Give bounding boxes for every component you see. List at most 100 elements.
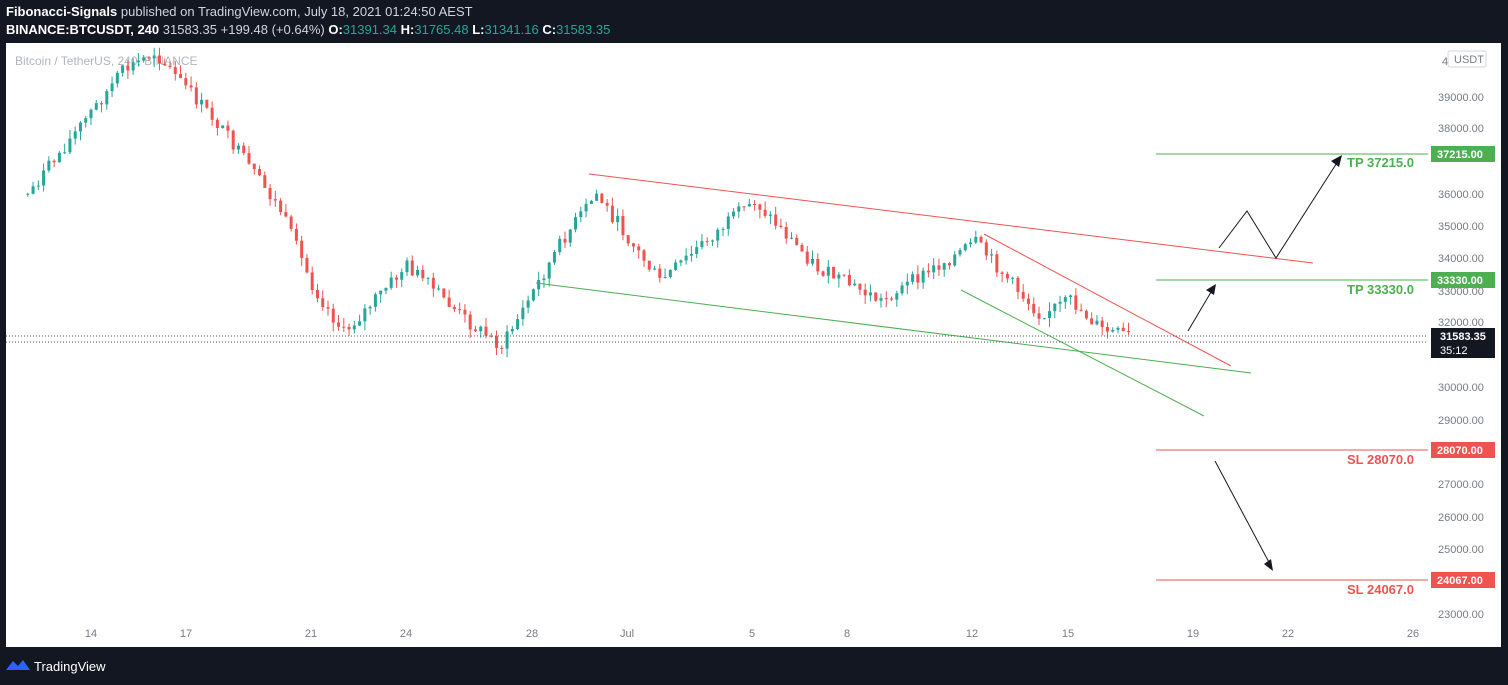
candle-body (1116, 327, 1120, 330)
candle-body (200, 99, 204, 105)
projection-zigzag-arrow[interactable] (1218, 157, 1341, 259)
candle-body (1063, 297, 1067, 302)
candle-body (942, 263, 946, 270)
chart-area[interactable]: Bitcoin / TetherUS, 240, BINANCE TP 3721… (6, 43, 1501, 647)
candles-layer (26, 47, 1131, 358)
date-tick: Jul (620, 628, 634, 640)
candle-body (710, 240, 714, 242)
candle-body (1105, 326, 1109, 332)
sl2-badge-text: 24067.00 (1437, 575, 1483, 587)
candle-body (315, 289, 319, 299)
candle-body (732, 211, 736, 217)
currency-badge-box[interactable] (1447, 50, 1487, 68)
currency-badge: USDT (1454, 54, 1484, 66)
candle-body (574, 217, 578, 230)
candle-body (247, 153, 251, 164)
up-arrowhead-icon (1206, 284, 1216, 295)
candle-body (916, 274, 920, 283)
date-tick: 28 (526, 628, 538, 640)
candle-body (789, 237, 793, 239)
candle-body (47, 160, 51, 171)
candle-body (510, 329, 514, 332)
time-axis[interactable]: 14 17 21 24 28 Jul 5 8 12 15 19 22 26 (85, 628, 1419, 640)
candle-body (779, 225, 783, 228)
wedge-lower-line[interactable] (960, 289, 1205, 417)
candle-body (1074, 295, 1078, 310)
candle-body (458, 309, 462, 311)
candle-body (1095, 320, 1099, 325)
candle-body (726, 216, 730, 229)
candle-body (416, 270, 420, 276)
candle-body (121, 65, 125, 73)
candle-body (600, 193, 604, 203)
candle-body (747, 203, 751, 207)
date-tick: 14 (85, 628, 97, 640)
candle-body (921, 270, 925, 283)
candle-body (126, 65, 130, 71)
candle-body (863, 289, 867, 296)
candle-body (984, 242, 988, 256)
published-text: published on TradingView.com, July 18, 2… (120, 4, 473, 19)
candle-body (932, 265, 936, 273)
author-name[interactable]: Fibonacci-Signals (6, 4, 118, 19)
candle-body (531, 289, 535, 301)
close-label: C: (542, 22, 557, 37)
candle-body (94, 103, 98, 110)
drawings-layer[interactable]: TP 37215.0 TP 33330.0 SL 28070.0 SL 2406… (535, 153, 1428, 597)
lower-trendline[interactable] (535, 282, 1252, 374)
tp2-price-badge[interactable] (1431, 272, 1495, 288)
candle-body (821, 271, 825, 276)
candle-body (31, 186, 35, 194)
candle-body (273, 199, 277, 201)
candle-body (447, 297, 451, 307)
candle-body (674, 262, 678, 270)
breakdown-down-arrow[interactable] (1214, 460, 1273, 569)
candle-body (811, 258, 815, 264)
candle-body (842, 274, 846, 276)
price-change: +199.48 (+0.64%) (220, 22, 325, 37)
date-tick: 22 (1282, 628, 1294, 640)
candle-body (874, 292, 878, 301)
candle-body (221, 125, 225, 129)
tradingview-logo-icon[interactable] (6, 658, 30, 672)
candle-body (326, 307, 330, 309)
candle-body (495, 336, 499, 348)
candle-body (400, 272, 404, 280)
sl2-price-badge[interactable] (1431, 572, 1495, 588)
candle-body (937, 265, 941, 270)
candle-body (1000, 272, 1004, 274)
date-tick: 5 (749, 628, 755, 640)
price-axis[interactable]: 4 USDT 39000.00 38000.00 36000.00 35000.… (1431, 50, 1495, 621)
candle-body (721, 228, 725, 230)
candle-body (431, 277, 435, 289)
candle-body (363, 308, 367, 322)
price-tick: 30000.00 (1438, 382, 1484, 394)
candle-body (526, 300, 530, 308)
candle-body (679, 260, 683, 263)
candle-body (979, 236, 983, 243)
price-tick: 27000.00 (1438, 479, 1484, 491)
wedge-upper-line[interactable] (983, 233, 1232, 367)
candle-body (142, 57, 146, 61)
chart-canvas[interactable]: Bitcoin / TetherUS, 240, BINANCE TP 3721… (6, 43, 1501, 647)
candle-body (589, 200, 593, 204)
candle-body (626, 235, 630, 244)
candle-body (1021, 291, 1025, 299)
symbol-label[interactable]: BINANCE:BTCUSDT, 240 (6, 22, 160, 37)
date-tick: 26 (1407, 628, 1419, 640)
candle-body (631, 243, 635, 247)
tradingview-brand[interactable]: TradingView (34, 659, 106, 674)
tp1-price-badge[interactable] (1431, 146, 1495, 162)
current-price-badge[interactable] (1431, 328, 1495, 358)
candle-body (542, 278, 546, 281)
candle-body (426, 277, 430, 279)
price-tick: 25000.00 (1438, 544, 1484, 556)
candle-body (473, 329, 477, 332)
candle-body (1011, 277, 1015, 279)
upper-trendline[interactable] (588, 173, 1314, 264)
sl1-price-badge[interactable] (1431, 442, 1495, 458)
candle-body (184, 78, 188, 86)
candle-body (279, 200, 283, 213)
candle-body (463, 309, 467, 315)
breakout-up-arrow[interactable] (1187, 286, 1215, 332)
